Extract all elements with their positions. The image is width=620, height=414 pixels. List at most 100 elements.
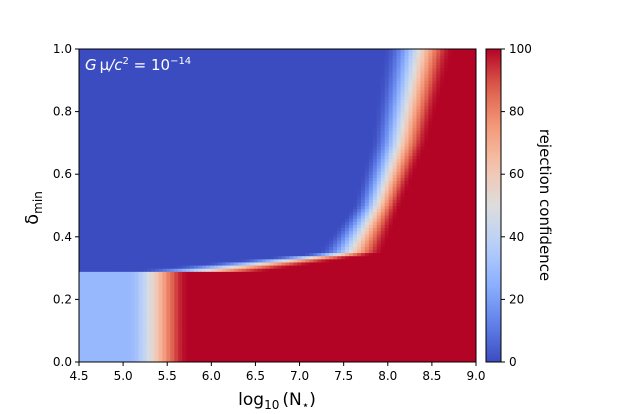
heatmap-cell — [464, 258, 469, 263]
heatmap-cell — [448, 255, 453, 260]
heatmap-cell — [452, 233, 457, 238]
heatmap-cell — [186, 271, 191, 275]
heatmap-cell — [464, 236, 469, 241]
heatmap-cell — [202, 243, 207, 247]
heatmap-cell — [118, 208, 124, 213]
heatmap-cell — [400, 324, 406, 329]
heatmap-cell — [364, 286, 370, 291]
heatmap-cell — [229, 246, 235, 250]
heatmap-cell — [142, 258, 148, 263]
heatmap-cell — [452, 352, 457, 357]
heatmap-cell — [329, 333, 334, 338]
heatmap-cell — [122, 299, 128, 304]
heatmap-cell — [273, 311, 279, 316]
heatmap-cell — [170, 296, 175, 300]
heatmap-cell — [225, 252, 231, 257]
heatmap-cell — [325, 293, 330, 297]
heatmap-cell — [229, 286, 235, 291]
heatmap-cell — [138, 315, 144, 319]
heatmap-cell — [416, 264, 422, 269]
heatmap-cell — [392, 277, 398, 282]
heatmap-cell — [170, 286, 175, 291]
heatmap-cell — [194, 211, 199, 216]
heatmap-cell — [333, 305, 338, 310]
heatmap-cell — [154, 311, 159, 316]
heatmap-cell — [344, 286, 350, 291]
heatmap-cell — [194, 233, 199, 238]
heatmap-cell — [448, 283, 453, 288]
heatmap-cell — [460, 286, 465, 291]
heatmap-cell — [154, 302, 159, 307]
heatmap-cell — [162, 277, 167, 282]
heatmap-cell — [424, 258, 429, 263]
heatmap-cell — [233, 315, 239, 319]
heatmap-cell — [257, 305, 263, 310]
heatmap-cell — [392, 258, 398, 263]
heatmap-cell — [317, 336, 322, 341]
heatmap-cell — [341, 324, 346, 329]
heatmap-cell — [225, 286, 231, 291]
heatmap-cell — [98, 324, 104, 329]
heatmap-cell — [452, 258, 457, 263]
heatmap-cell — [206, 221, 211, 225]
heatmap-cell — [134, 277, 140, 282]
heatmap-cell — [444, 239, 449, 244]
heatmap-cell — [206, 324, 211, 329]
heatmap-cell — [376, 221, 382, 225]
heatmap-cell — [472, 271, 476, 275]
heatmap-cell — [388, 221, 394, 225]
heatmap-cell — [142, 277, 148, 282]
heatmap-cell — [210, 230, 215, 235]
heatmap-cell — [372, 258, 378, 263]
heatmap-cell — [468, 243, 473, 247]
heatmap-cell — [118, 246, 124, 250]
heatmap-cell — [293, 233, 298, 238]
heatmap-cell — [392, 271, 398, 275]
heatmap-cell — [301, 324, 306, 329]
heatmap-cell — [436, 208, 441, 213]
heatmap-cell — [86, 321, 92, 326]
heatmap-cell — [404, 346, 410, 351]
heatmap-cell — [392, 208, 398, 213]
heatmap-cell — [341, 258, 346, 263]
heatmap-cell — [301, 280, 306, 285]
heatmap-cell — [249, 336, 255, 341]
heatmap-cell — [269, 283, 275, 288]
heatmap-cell — [257, 258, 263, 263]
heatmap-cell — [134, 299, 140, 304]
heatmap-cell — [305, 352, 310, 357]
heatmap-cell — [404, 333, 410, 338]
heatmap-cell — [162, 308, 167, 313]
heatmap-cell — [206, 218, 211, 222]
heatmap-cell — [329, 286, 334, 291]
heatmap-cell — [305, 346, 310, 351]
heatmap-cell — [428, 299, 433, 304]
heatmap-cell — [245, 330, 251, 335]
heatmap-cell — [229, 321, 235, 326]
heatmap-cell — [428, 258, 433, 263]
heatmap-cell — [217, 249, 223, 254]
heatmap-cell — [82, 308, 88, 313]
heatmap-cell — [102, 261, 108, 266]
heatmap-cell — [432, 258, 437, 263]
heatmap-cell — [277, 318, 283, 322]
heatmap-cell — [372, 224, 378, 229]
heatmap-cell — [289, 349, 294, 354]
heatmap-cell — [90, 280, 96, 285]
heatmap-cell — [150, 324, 156, 329]
heatmap-cell — [444, 330, 449, 335]
heatmap-cell — [364, 336, 370, 341]
heatmap-cell — [436, 305, 441, 310]
heatmap-cell — [321, 311, 326, 316]
heatmap-cell — [94, 280, 100, 285]
heatmap-cell — [289, 268, 294, 272]
heatmap-cell — [317, 236, 322, 241]
heatmap-cell — [364, 274, 370, 279]
heatmap-cell — [269, 221, 275, 225]
heatmap-cell — [166, 349, 171, 354]
heatmap-cell — [352, 236, 358, 241]
heatmap-cell — [202, 208, 207, 213]
heatmap-cell — [237, 258, 243, 263]
heatmap-cell — [360, 277, 366, 282]
heatmap-cell — [472, 214, 476, 219]
